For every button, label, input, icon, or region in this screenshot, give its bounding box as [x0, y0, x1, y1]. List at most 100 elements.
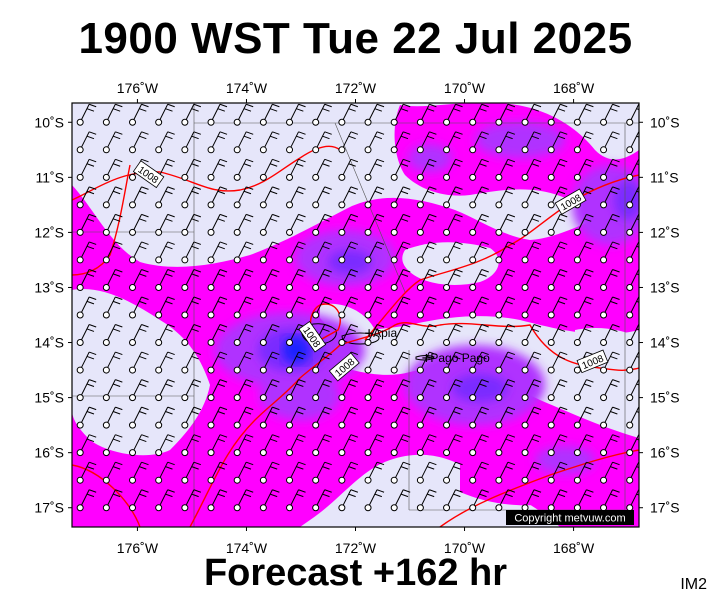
wind-barb — [286, 489, 306, 512]
wind-barb — [129, 351, 149, 374]
wind-barb — [286, 461, 306, 484]
wind-barb — [521, 489, 542, 512]
lat-tick-label-left: 17˚S — [34, 500, 64, 516]
wind-barb — [233, 103, 254, 126]
wind-barb — [416, 351, 437, 374]
wind-barbs — [76, 103, 639, 512]
wind-barb — [102, 406, 123, 429]
wind-barb — [312, 296, 332, 319]
wind-barb — [364, 379, 385, 402]
wind-barb — [129, 213, 149, 236]
wind-barb — [207, 213, 228, 236]
wind-barb — [495, 296, 516, 319]
wind-barb — [416, 186, 437, 209]
wind-barb — [495, 158, 516, 181]
wind-barb — [259, 351, 280, 374]
wind-barb — [76, 351, 97, 374]
wind-barb — [364, 434, 385, 457]
wind-barb — [259, 268, 280, 291]
wind-barb — [102, 379, 123, 402]
wind-barb — [547, 213, 568, 236]
wind-barb — [626, 379, 639, 402]
wind-barb — [521, 296, 542, 319]
wind-barb — [626, 461, 639, 484]
wind-barb — [102, 461, 123, 484]
wind-barb — [286, 186, 306, 209]
wind-barb — [547, 296, 568, 319]
wind-barb — [312, 241, 332, 264]
wind-barb — [521, 213, 542, 236]
wind-barb — [626, 103, 639, 126]
wind-barb — [469, 186, 489, 209]
wind-barb — [547, 103, 568, 126]
wind-barb — [521, 186, 542, 209]
wind-barb — [155, 186, 175, 209]
wind-barb — [416, 131, 437, 154]
wind-barb — [547, 461, 568, 484]
wind-barb — [338, 103, 359, 126]
wind-barb — [102, 103, 123, 126]
wind-barb — [181, 131, 202, 154]
lon-tick-label-top: 176˚W — [117, 80, 159, 96]
wind-barb — [573, 158, 594, 181]
wind-barb — [469, 296, 489, 319]
wind-barb — [207, 489, 228, 512]
wind-barb — [469, 103, 489, 126]
wind-barb — [76, 379, 97, 402]
wind-barb — [495, 324, 516, 347]
wind-barb — [129, 324, 149, 347]
wind-barb — [521, 131, 542, 154]
isobar-south-west — [189, 322, 639, 527]
wind-barb — [626, 213, 639, 236]
wind-barb — [312, 379, 332, 402]
wind-barb — [312, 351, 332, 374]
wind-barb — [312, 158, 332, 181]
lat-tick-label-left: 12˚S — [34, 224, 64, 240]
lat-tick-label-left: 10˚S — [34, 114, 64, 130]
wind-barb — [259, 213, 280, 236]
precip-gap-layer — [72, 107, 639, 456]
wind-barb — [338, 296, 359, 319]
wind-barb — [547, 158, 568, 181]
wind-barb — [626, 268, 639, 291]
wind-barb — [76, 324, 97, 347]
wind-barb — [286, 351, 306, 374]
wind-barb — [259, 186, 280, 209]
wind-barb — [181, 186, 202, 209]
wind-barb — [312, 461, 332, 484]
wind-barb — [338, 324, 359, 347]
wind-barb — [102, 241, 123, 264]
wind-barb — [76, 186, 97, 209]
wind-barb — [600, 406, 620, 429]
wind-barb — [155, 241, 175, 264]
wind-barb — [626, 131, 639, 154]
wind-barb — [233, 131, 254, 154]
wind-barb — [76, 103, 97, 126]
savaii-coast — [301, 323, 337, 345]
wind-barb — [443, 351, 463, 374]
lat-tick-label-left: 11˚S — [35, 169, 64, 185]
lat-tick-label-left: 16˚S — [34, 445, 64, 461]
wind-barb — [181, 461, 202, 484]
lat-tick-label-left: 15˚S — [34, 390, 64, 406]
wind-barb — [416, 324, 437, 347]
wind-barb — [416, 241, 437, 264]
wind-barb — [573, 434, 594, 457]
wind-barb — [416, 268, 437, 291]
wind-barb — [207, 379, 228, 402]
wind-barb — [390, 158, 411, 181]
wind-barb — [129, 241, 149, 264]
wind-barb — [286, 379, 306, 402]
wind-barb — [469, 461, 489, 484]
forecast-label: Forecast +162 hr — [203, 552, 508, 594]
wind-barb — [155, 406, 175, 429]
wind-barb — [443, 489, 463, 512]
wind-barb — [286, 131, 306, 154]
wind-barb — [573, 103, 594, 126]
wind-barb — [521, 434, 542, 457]
wind-barb — [390, 213, 411, 236]
wind-barb — [626, 406, 639, 429]
wind-barb — [573, 131, 594, 154]
wind-barb — [416, 489, 437, 512]
wind-barb — [76, 268, 97, 291]
